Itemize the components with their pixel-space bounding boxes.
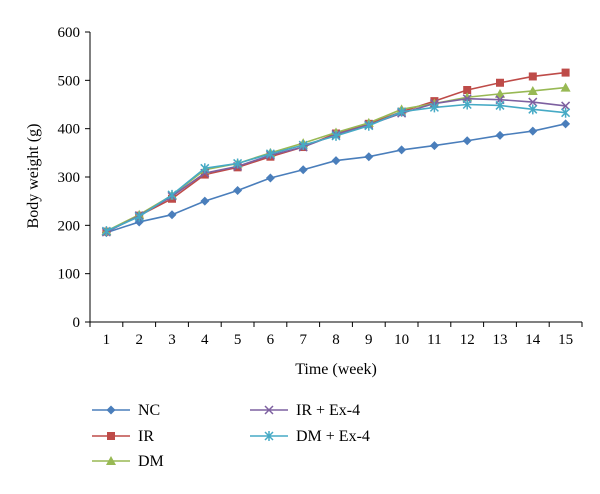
data-point [331, 130, 341, 141]
y-ticks: 0 100 200 300 400 500 600 [58, 25, 90, 331]
data-point [134, 211, 144, 222]
data-point [233, 158, 243, 169]
data-point [200, 163, 210, 174]
y-tick-label: 300 [58, 170, 81, 186]
series-line [106, 97, 566, 233]
legend-label: DM [138, 453, 164, 470]
y-axis-title: Body weight (g) [25, 124, 42, 229]
y-tick-label: 500 [58, 73, 81, 89]
data-point [496, 78, 504, 87]
legend-label: DM + Ex-4 [296, 428, 370, 445]
data-point [560, 82, 571, 92]
legend-label: NC [138, 402, 160, 419]
data-point [397, 106, 407, 117]
x-tick-label: 6 [267, 332, 275, 348]
data-point [397, 145, 407, 155]
x-tick-label: 2 [135, 332, 143, 348]
x-tick-label: 10 [394, 332, 409, 348]
x-tick-label: 12 [460, 332, 475, 348]
x-tick-label: 9 [365, 332, 373, 348]
legend-marker [106, 405, 116, 415]
x-axis-title: Time (week) [295, 361, 377, 378]
x-tick-label: 8 [332, 332, 340, 348]
data-point [200, 196, 210, 206]
data-point [561, 119, 571, 129]
legend-label: IR [138, 428, 154, 445]
x-tick-label: 1 [103, 332, 111, 348]
x-tick-label: 15 [558, 332, 573, 348]
legend-item: DM [92, 453, 164, 470]
x-tick-label: 11 [427, 332, 441, 348]
data-point [331, 156, 341, 166]
data-point [364, 152, 374, 162]
x-tick-label: 4 [201, 332, 209, 348]
data-point [495, 130, 505, 140]
data-point [527, 85, 538, 95]
legend: NC IR DM IR + Ex-4 DM + Ex-4 [92, 402, 370, 470]
data-point [429, 141, 439, 151]
legend-item: IR + Ex-4 [250, 402, 360, 419]
data-point [200, 170, 209, 179]
data-point [364, 120, 374, 131]
series-layer [101, 68, 571, 238]
legend-marker [106, 456, 116, 465]
data-point [101, 226, 111, 237]
legend-item: NC [92, 402, 160, 419]
data-point [495, 100, 505, 111]
data-point [495, 88, 505, 98]
data-point [528, 126, 538, 136]
y-tick-label: 600 [58, 25, 81, 41]
x-tick-label: 14 [525, 332, 541, 348]
x-tick-label: 13 [493, 332, 508, 348]
data-point [233, 186, 243, 196]
x-tick-label: 3 [168, 332, 176, 348]
legend-marker [264, 431, 274, 441]
x-ticks: 1 2 3 4 5 6 7 8 9 10 11 12 13 14 15 [89, 322, 583, 348]
data-point [167, 210, 177, 220]
data-point [561, 68, 570, 77]
series-dm-ex-4 [101, 99, 571, 237]
data-point [462, 99, 472, 110]
legend-marker [107, 432, 115, 440]
y-tick-label: 400 [58, 122, 81, 138]
y-tick-label: 200 [58, 218, 81, 234]
x-tick-label: 5 [234, 332, 242, 348]
data-point [167, 189, 177, 200]
legend-item: IR [92, 428, 154, 445]
data-point [265, 148, 275, 159]
y-tick-label: 0 [73, 315, 81, 331]
data-point [528, 104, 538, 115]
series-nc [101, 119, 571, 238]
data-point [298, 165, 308, 175]
data-point [429, 102, 439, 113]
x-tick-label: 7 [299, 332, 307, 348]
series-line [106, 103, 566, 232]
legend-label: IR + Ex-4 [296, 402, 360, 419]
y-tick-label: 100 [58, 267, 81, 283]
data-point [463, 86, 472, 94]
data-point [265, 173, 275, 183]
data-point [561, 107, 571, 118]
data-point [561, 101, 571, 111]
data-point [528, 72, 537, 81]
legend-marker [264, 405, 274, 415]
data-point [298, 140, 308, 151]
legend-item: DM + Ex-4 [250, 428, 370, 445]
data-point [528, 97, 538, 107]
data-point [462, 136, 472, 146]
